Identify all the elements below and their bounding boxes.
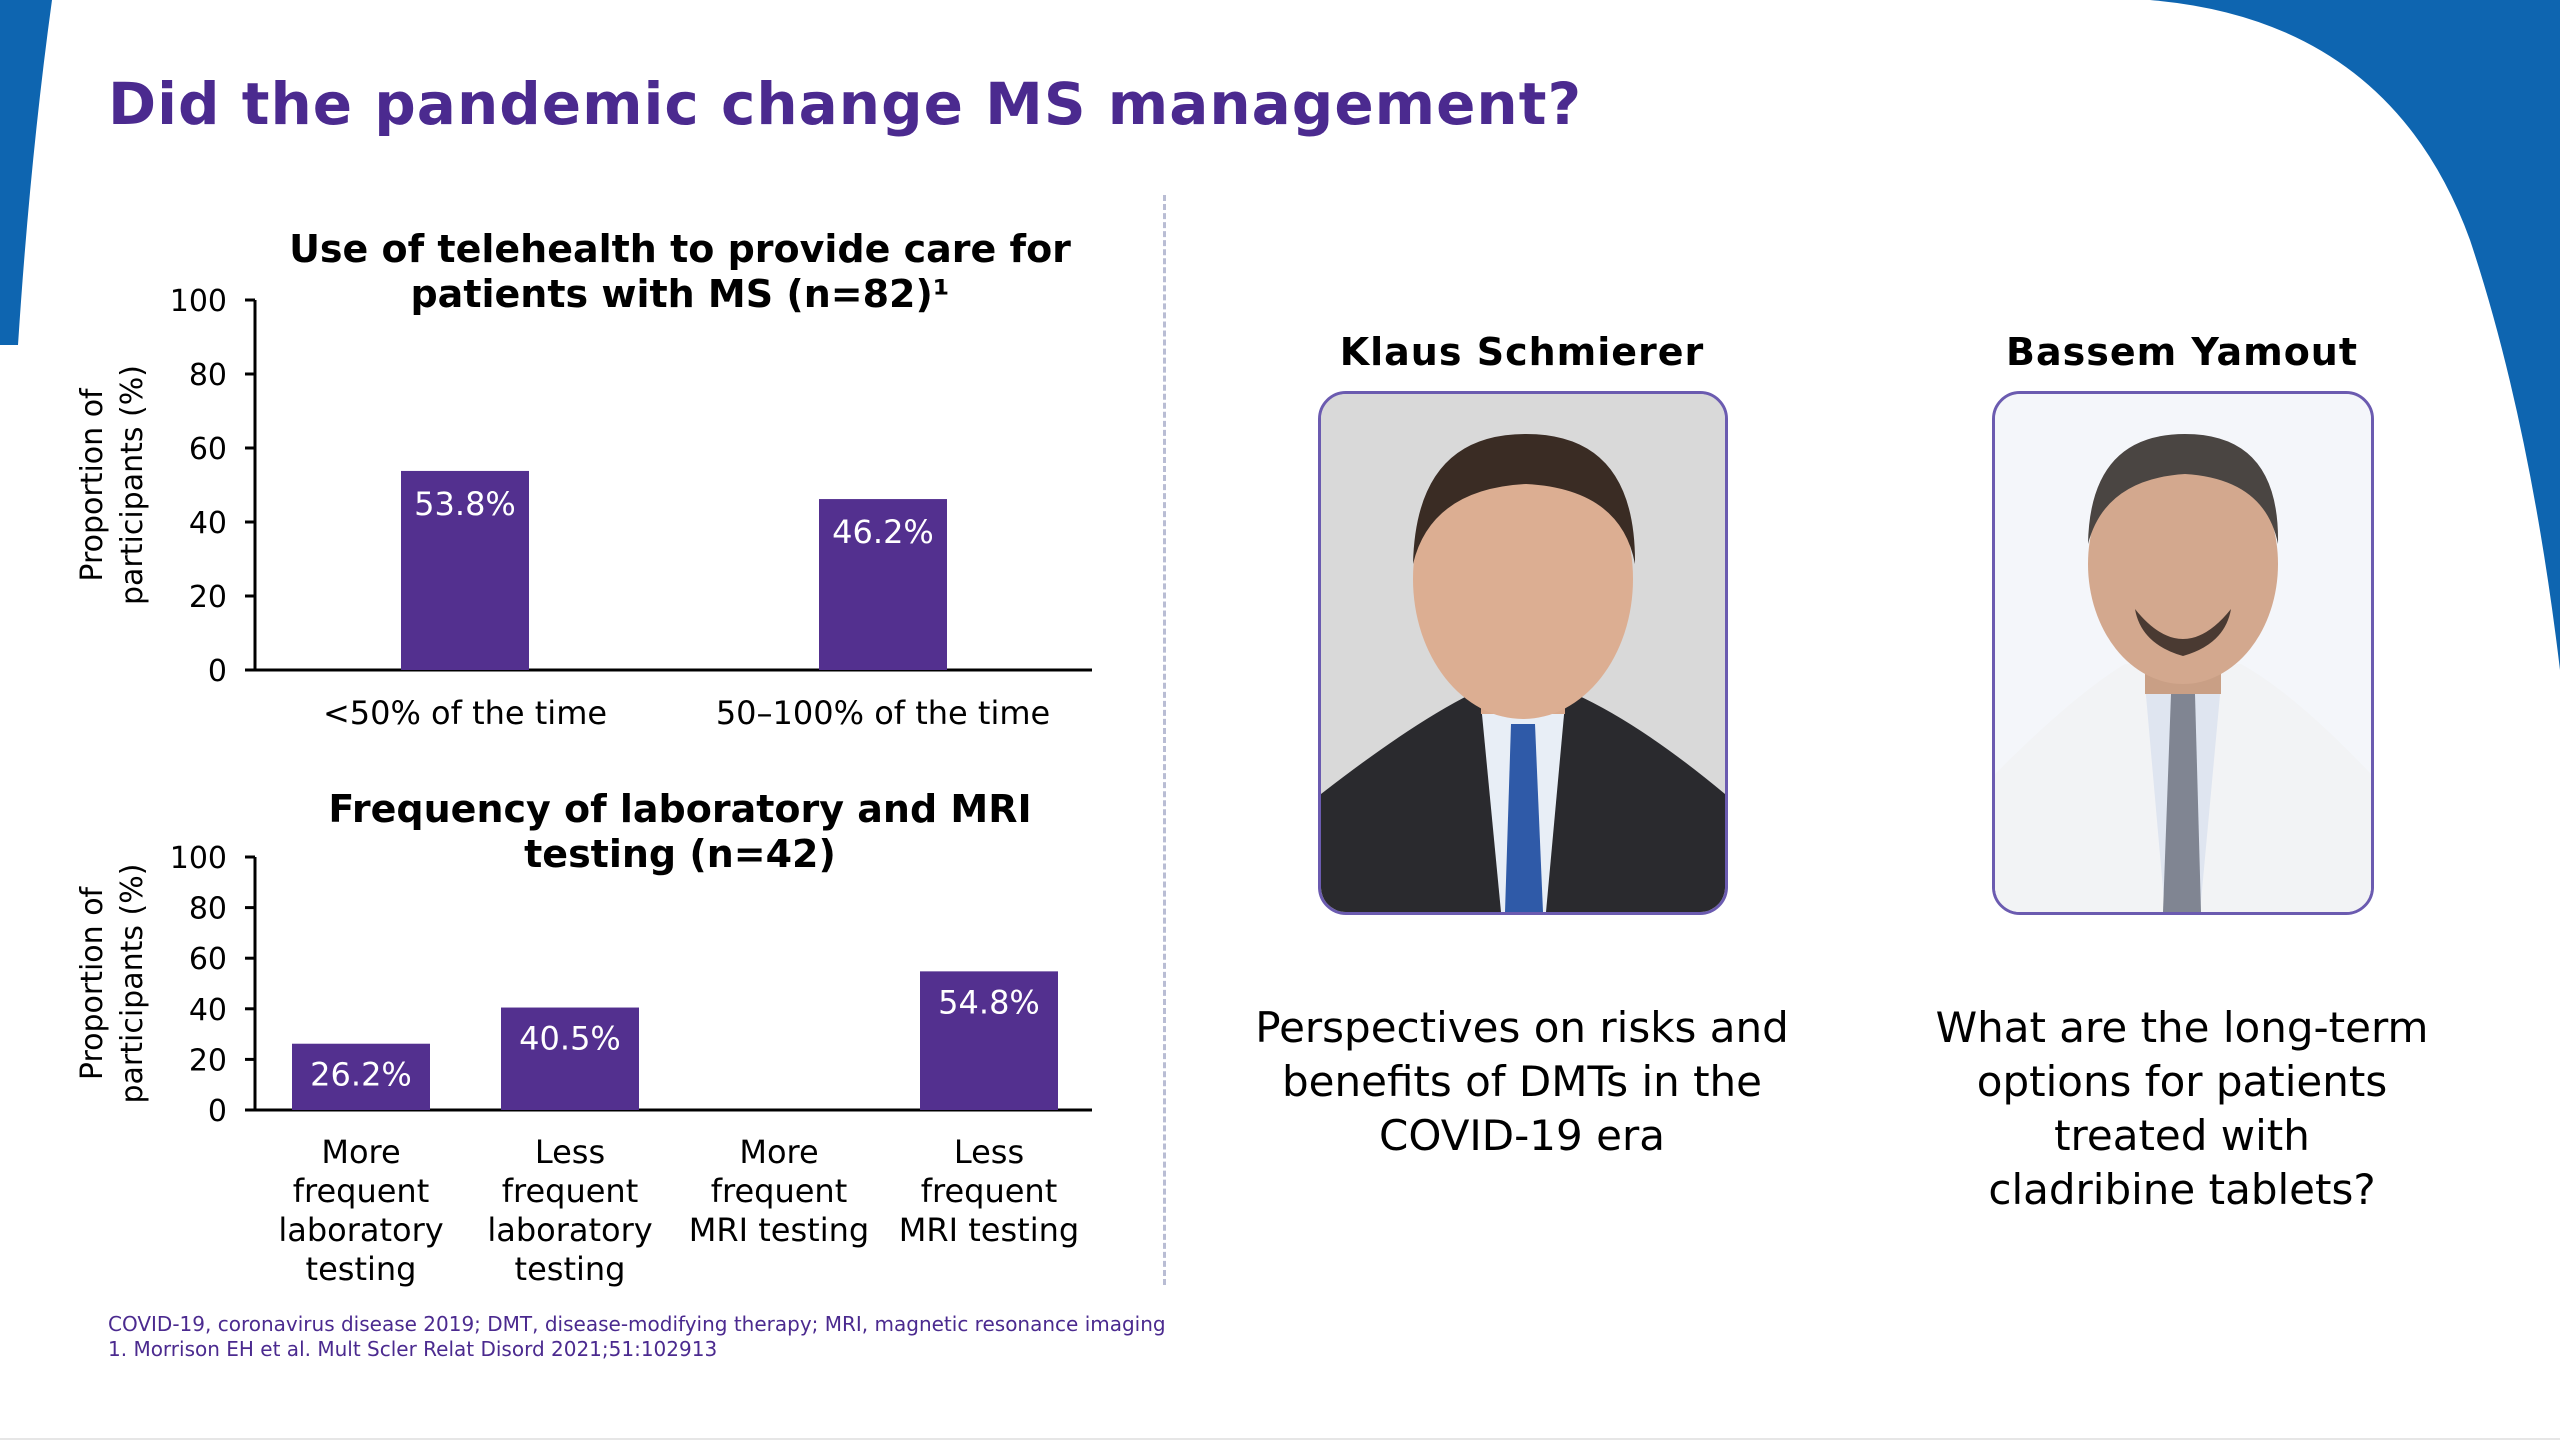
chart-title: Frequency of laboratory and MRI bbox=[328, 787, 1031, 831]
footnote-reference: 1. Morrison EH et al. Mult Scler Relat D… bbox=[108, 1337, 718, 1361]
y-tick-label: 40 bbox=[189, 506, 227, 541]
x-category-label: frequent bbox=[293, 1172, 430, 1210]
bottom-band bbox=[0, 1438, 2560, 1440]
y-axis-title: Proportion of bbox=[75, 885, 110, 1080]
speaker-photo-yamout bbox=[1992, 391, 2374, 915]
y-tick-label: 0 bbox=[208, 1094, 227, 1129]
x-category-label: frequent bbox=[711, 1172, 848, 1210]
bar bbox=[401, 470, 529, 670]
x-category-label: frequent bbox=[921, 1172, 1058, 1210]
y-tick-label: 40 bbox=[189, 993, 227, 1028]
y-tick-label: 100 bbox=[170, 841, 227, 876]
x-category-label: testing bbox=[306, 1250, 417, 1288]
top-right-corner-shape bbox=[2150, 0, 2560, 670]
bar-value-label: 53.8% bbox=[414, 485, 516, 523]
caption-line: COVID-19 era bbox=[1379, 1111, 1665, 1160]
speaker-caption-yamout: What are the long-term options for patie… bbox=[1882, 1001, 2482, 1217]
x-category-label: 50–100% of the time bbox=[716, 694, 1050, 732]
y-tick-label: 80 bbox=[189, 358, 227, 393]
x-category-label: Less bbox=[954, 1133, 1024, 1171]
caption-line: What are the long-term bbox=[1935, 1003, 2429, 1052]
chart-title: testing (n=42) bbox=[524, 832, 836, 876]
caption-line: options for patients bbox=[1976, 1057, 2388, 1106]
caption-line: Perspectives on risks and bbox=[1255, 1003, 1789, 1052]
speaker-photo-schmierer bbox=[1318, 391, 1728, 915]
top-left-corner-shape bbox=[0, 0, 52, 345]
x-category-label: laboratory bbox=[487, 1211, 652, 1249]
footnote-abbreviations: COVID-19, coronavirus disease 2019; DMT,… bbox=[108, 1312, 1166, 1336]
x-category-label: MRI testing bbox=[899, 1211, 1079, 1249]
caption-line: treated with bbox=[2054, 1111, 2310, 1160]
x-category-label: laboratory bbox=[278, 1211, 443, 1249]
x-category-label: More bbox=[739, 1133, 818, 1171]
bar-value-label: 26.2% bbox=[310, 1056, 412, 1094]
y-axis-title: participants (%) bbox=[115, 365, 150, 605]
y-tick-label: 80 bbox=[189, 892, 227, 927]
y-tick-label: 60 bbox=[189, 942, 227, 977]
chart-title: patients with MS (n=82)¹ bbox=[410, 272, 949, 316]
x-category-label: MRI testing bbox=[689, 1211, 869, 1249]
caption-line: benefits of DMTs in the bbox=[1281, 1057, 1763, 1106]
x-category-label: testing bbox=[515, 1250, 626, 1288]
portrait-icon bbox=[1995, 394, 2371, 912]
y-axis-title: participants (%) bbox=[115, 864, 150, 1104]
bar-value-label: 46.2% bbox=[832, 513, 934, 551]
bar bbox=[292, 1043, 430, 1110]
column-divider bbox=[1163, 195, 1166, 1285]
x-category-label: frequent bbox=[502, 1172, 639, 1210]
y-axis-title: Proportion of bbox=[75, 387, 110, 582]
portrait-icon bbox=[1321, 394, 1725, 912]
chart-title: Use of telehealth to provide care for bbox=[289, 227, 1071, 271]
bar-value-label: 40.5% bbox=[519, 1020, 621, 1058]
y-tick-label: 20 bbox=[189, 580, 227, 615]
slide-title: Did the pandemic change MS management? bbox=[108, 70, 1583, 138]
x-category-label: More bbox=[321, 1133, 400, 1171]
bar-value-label: 54.8% bbox=[938, 983, 1040, 1021]
bar bbox=[920, 971, 1058, 1110]
speaker-name-yamout: Bassem Yamout bbox=[2005, 330, 2359, 374]
bar bbox=[819, 499, 947, 670]
x-category-label: <50% of the time bbox=[323, 694, 607, 732]
charts-area: Use of telehealth to provide care forpat… bbox=[75, 227, 1092, 1288]
y-tick-label: 60 bbox=[189, 432, 227, 467]
y-tick-label: 0 bbox=[208, 654, 227, 689]
speaker-name-schmierer: Klaus Schmierer bbox=[1339, 330, 1705, 374]
caption-line: cladribine tablets? bbox=[1988, 1165, 2376, 1214]
bar bbox=[501, 1007, 639, 1110]
y-tick-label: 100 bbox=[170, 284, 227, 319]
y-tick-label: 20 bbox=[189, 1043, 227, 1078]
x-category-label: Less bbox=[535, 1133, 605, 1171]
speaker-caption-schmierer: Perspectives on risks and benefits of DM… bbox=[1222, 1001, 1822, 1163]
